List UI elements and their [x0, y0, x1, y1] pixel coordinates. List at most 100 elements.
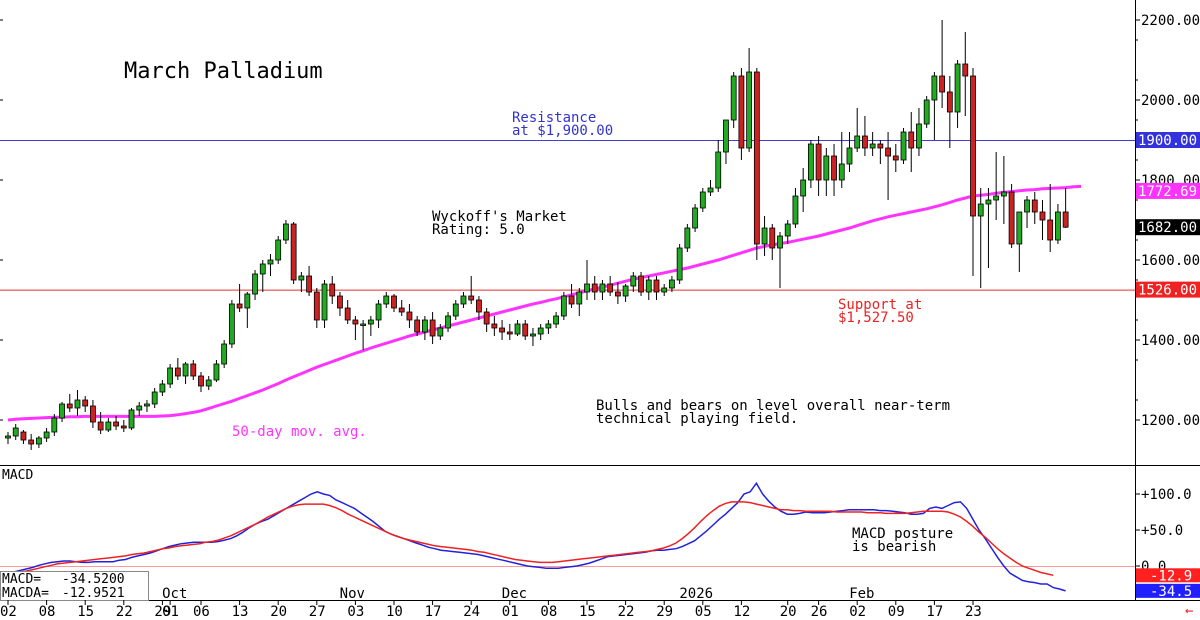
frame [0, 0, 1200, 601]
candle-body [614, 291, 621, 297]
candle-body [174, 367, 181, 377]
macd-panel-title: MACD [2, 468, 33, 483]
resistance-tag-label: 1900.00 [1138, 133, 1197, 149]
resistance-tag-box [1136, 132, 1200, 148]
candle [638, 272, 644, 296]
candle-body [360, 323, 367, 326]
candle-body [1055, 211, 1061, 241]
candle-body [375, 303, 382, 321]
candle [537, 324, 544, 340]
candle-body [962, 63, 969, 77]
candle-body [954, 63, 961, 113]
candle-body [51, 417, 58, 433]
candle [97, 412, 104, 434]
candle [568, 284, 575, 308]
date-tick-label: 20 [270, 604, 287, 620]
candle [329, 276, 336, 304]
candle-body [97, 421, 104, 431]
macda-tag-box [1136, 568, 1200, 583]
candle-body [35, 437, 42, 445]
candle-body [159, 383, 166, 393]
candle [360, 320, 367, 350]
candle [406, 304, 413, 328]
candle-body [66, 403, 73, 409]
date-tick-label: 29 [656, 604, 673, 620]
date-tick-label: 08 [39, 604, 56, 620]
candle-body [900, 131, 907, 161]
candle-body [136, 405, 143, 411]
candle-body [645, 279, 652, 293]
candle [1062, 188, 1069, 228]
candle-body [931, 75, 938, 101]
candle [946, 76, 953, 148]
candle-body [198, 375, 204, 387]
candle [599, 280, 606, 300]
candle [1008, 184, 1015, 248]
candle [545, 320, 552, 334]
support-tag-label: 1526.00 [1138, 283, 1197, 299]
resistance-annotation-line1: Resistance [512, 110, 596, 126]
candle [28, 434, 35, 450]
candle-body [661, 287, 668, 293]
candle-body [537, 327, 544, 335]
candle [82, 396, 89, 412]
macda-line [7, 501, 1054, 577]
candle [244, 292, 251, 328]
chart-title: March Palladium [124, 59, 323, 84]
candle-body [607, 283, 614, 293]
candle-body [1039, 211, 1046, 221]
date-tick-label: 27 [309, 604, 326, 620]
candle-body [1000, 191, 1007, 197]
candle [892, 144, 899, 172]
candle-body [5, 435, 11, 439]
date-tick-label: 22 [618, 604, 635, 620]
candle [1047, 184, 1054, 252]
candle [506, 324, 513, 340]
candle [1024, 196, 1030, 228]
macd-readout-label: MACD= [2, 572, 41, 587]
candle-body [1047, 219, 1054, 241]
candle [931, 72, 938, 140]
candle-body [12, 427, 19, 437]
candle-body [923, 99, 930, 125]
ma-tag-label: 1772.69 [1138, 184, 1197, 200]
candle-body [715, 151, 722, 189]
candle-body [337, 295, 343, 309]
candle-body [151, 391, 158, 405]
candle [267, 254, 274, 276]
price-axis-label: 2200.00 [1141, 13, 1200, 29]
candle [375, 300, 382, 328]
candle [51, 414, 58, 436]
candle-body [970, 75, 976, 217]
candle [398, 300, 405, 316]
candle [900, 128, 907, 164]
price-axis-label: 1200.00 [1141, 413, 1200, 429]
candle-body [128, 409, 135, 429]
month-label: Feb [849, 586, 874, 602]
candle-body [144, 403, 150, 407]
candle-body [205, 379, 212, 387]
candle [275, 236, 282, 264]
candle-body [946, 91, 953, 113]
candle-body [707, 187, 714, 193]
candle-body [977, 203, 984, 217]
date-tick-label: 03 [347, 604, 364, 620]
candle [59, 402, 65, 422]
candle-body [908, 131, 915, 149]
candle [823, 148, 830, 196]
price-axis-label: 1600.00 [1141, 253, 1200, 269]
candle-body [584, 283, 590, 293]
candle [321, 280, 328, 328]
candle [753, 68, 760, 260]
candle [35, 436, 42, 448]
candle [723, 119, 729, 164]
candle-body [730, 75, 737, 121]
last-tag-box [1136, 219, 1200, 236]
candle-body [638, 275, 644, 293]
date-tick-label: 09 [888, 604, 905, 620]
macd-readout: MACD= -34.5200 MACDA= -12.9521 [0, 571, 149, 601]
candle [383, 292, 390, 308]
support-tag-box [1136, 281, 1200, 298]
candle [20, 430, 27, 444]
candle [460, 292, 467, 308]
